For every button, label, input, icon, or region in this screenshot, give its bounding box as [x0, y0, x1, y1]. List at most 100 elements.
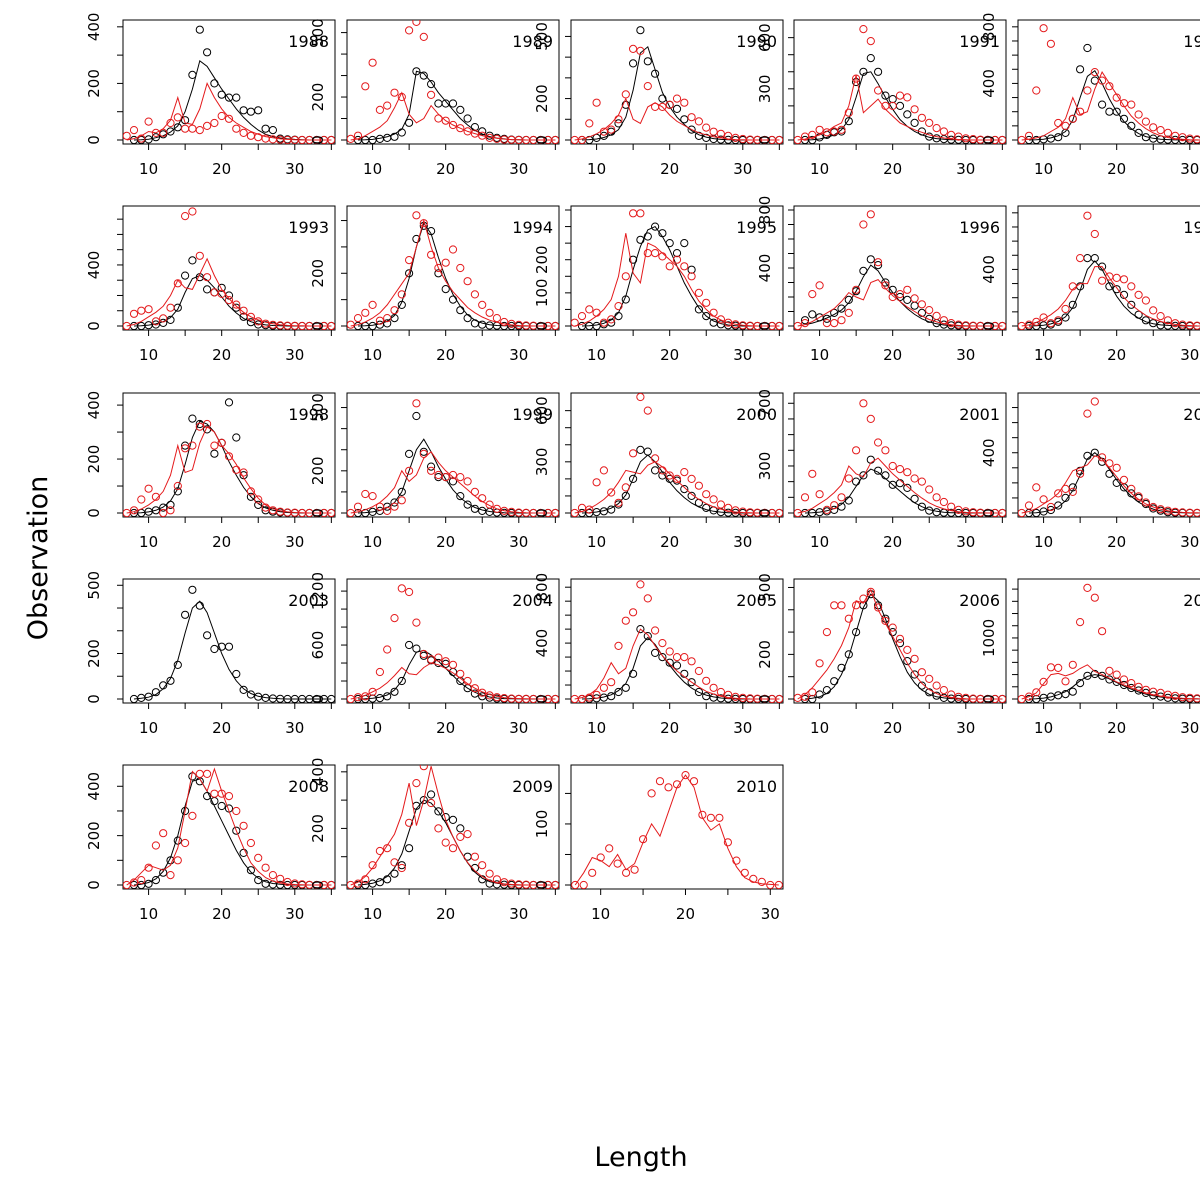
- data-point-red: [621, 90, 630, 99]
- data-point-black: [658, 229, 667, 238]
- data-point-red: [592, 308, 601, 317]
- data-point-black: [636, 26, 645, 35]
- y-tick-label: 0: [309, 135, 327, 145]
- data-point-red: [852, 446, 861, 455]
- data-point-black: [217, 801, 226, 811]
- data-point-red: [441, 473, 450, 482]
- panel-data: [571, 393, 783, 517]
- data-point-black: [830, 677, 839, 686]
- data-point-black: [419, 796, 428, 805]
- y-tick-label: 400: [533, 629, 551, 658]
- data-point-red: [579, 880, 588, 889]
- data-point-red: [588, 868, 597, 877]
- data-point-red: [1156, 312, 1165, 321]
- data-point-red: [998, 321, 1006, 330]
- data-point-red: [866, 37, 875, 46]
- data-point-red: [383, 844, 392, 853]
- data-point-red: [917, 113, 927, 122]
- panel-year-label: 1997: [1183, 218, 1200, 237]
- data-point-red: [577, 312, 587, 321]
- data-point-red: [478, 861, 487, 870]
- y-tick-label: 0: [85, 135, 103, 145]
- data-point-red: [419, 765, 428, 771]
- data-point-red: [874, 603, 883, 612]
- data-point-red: [837, 316, 846, 325]
- data-point-black: [1068, 300, 1077, 309]
- data-point-red: [224, 114, 234, 123]
- panel-2009: 2009 0 200 400 10 20 30: [309, 758, 560, 923]
- data-point-black: [151, 133, 160, 142]
- data-point-red: [630, 865, 639, 874]
- data-point-red: [1127, 484, 1136, 493]
- data-point-red: [405, 466, 414, 475]
- data-point-black: [375, 878, 384, 887]
- data-point-red: [276, 874, 285, 883]
- y-tick-label: 400: [85, 772, 103, 801]
- data-point-red: [375, 667, 384, 677]
- y-tick-label: 200: [85, 639, 103, 668]
- data-point-black: [232, 826, 241, 835]
- data-point-red: [939, 686, 949, 695]
- data-point-black: [1083, 671, 1092, 680]
- data-point-red: [774, 880, 783, 889]
- data-point-red: [647, 789, 656, 798]
- y-tick-label: 400: [980, 69, 998, 98]
- data-point-red: [246, 487, 255, 496]
- x-tick-label: 10: [810, 533, 829, 551]
- data-point-red: [232, 465, 241, 474]
- data-point-black: [224, 642, 234, 651]
- data-point-red: [434, 824, 443, 833]
- data-point-black: [651, 648, 660, 658]
- data-point-black: [629, 669, 638, 678]
- panel-frame: [570, 578, 784, 704]
- data-point-red: [427, 655, 436, 664]
- data-point-red: [715, 813, 724, 822]
- data-point-red: [456, 263, 465, 273]
- y-tick-label: 300: [756, 452, 774, 481]
- data-point-red: [1127, 100, 1136, 109]
- data-point-red: [361, 489, 370, 499]
- data-point-red: [195, 422, 204, 431]
- data-point-red: [643, 594, 652, 603]
- data-point-red: [808, 290, 817, 299]
- data-point-red: [1134, 492, 1143, 501]
- data-point-red: [1141, 117, 1151, 126]
- data-point-red: [129, 878, 139, 887]
- data-point-red: [173, 481, 182, 491]
- data-point-red: [844, 614, 853, 623]
- panel-1991: 1991 0 300 600 10 20 30: [756, 19, 1007, 178]
- data-point-red: [1068, 282, 1077, 291]
- data-point-red: [837, 601, 846, 610]
- data-point-red: [716, 687, 726, 697]
- data-point-black: [210, 644, 219, 654]
- x-tick-label: 30: [956, 533, 975, 551]
- data-point-red: [585, 505, 594, 514]
- x-tick-label: 20: [212, 160, 231, 178]
- x-tick-label: 30: [285, 905, 304, 923]
- panel-frame: [570, 764, 784, 890]
- x-tick-label: 10: [810, 719, 829, 737]
- data-point-black: [844, 117, 853, 126]
- data-point-red: [895, 91, 905, 100]
- data-point-red: [903, 468, 912, 477]
- data-point-red: [639, 835, 648, 844]
- y-tick-label: 0: [85, 694, 103, 704]
- panel-data: [347, 765, 559, 889]
- data-point-red: [925, 118, 934, 128]
- data-point-black: [456, 306, 465, 315]
- data-point-red: [596, 853, 605, 862]
- data-point-black: [621, 295, 630, 304]
- panel-1995: 1995 0 100 200 10 20 30: [533, 205, 784, 364]
- y-tick-label: 200: [756, 640, 774, 669]
- data-point-red: [195, 126, 204, 135]
- data-point-red: [239, 306, 248, 315]
- data-point-black: [925, 132, 934, 141]
- data-point-black: [636, 625, 645, 634]
- data-point-red: [1141, 685, 1151, 694]
- data-point-black: [614, 119, 623, 128]
- data-point-black: [599, 131, 609, 140]
- data-point-black: [903, 657, 912, 666]
- data-point-red: [551, 694, 559, 703]
- data-point-red: [1054, 316, 1063, 325]
- panel-frame: [570, 19, 784, 145]
